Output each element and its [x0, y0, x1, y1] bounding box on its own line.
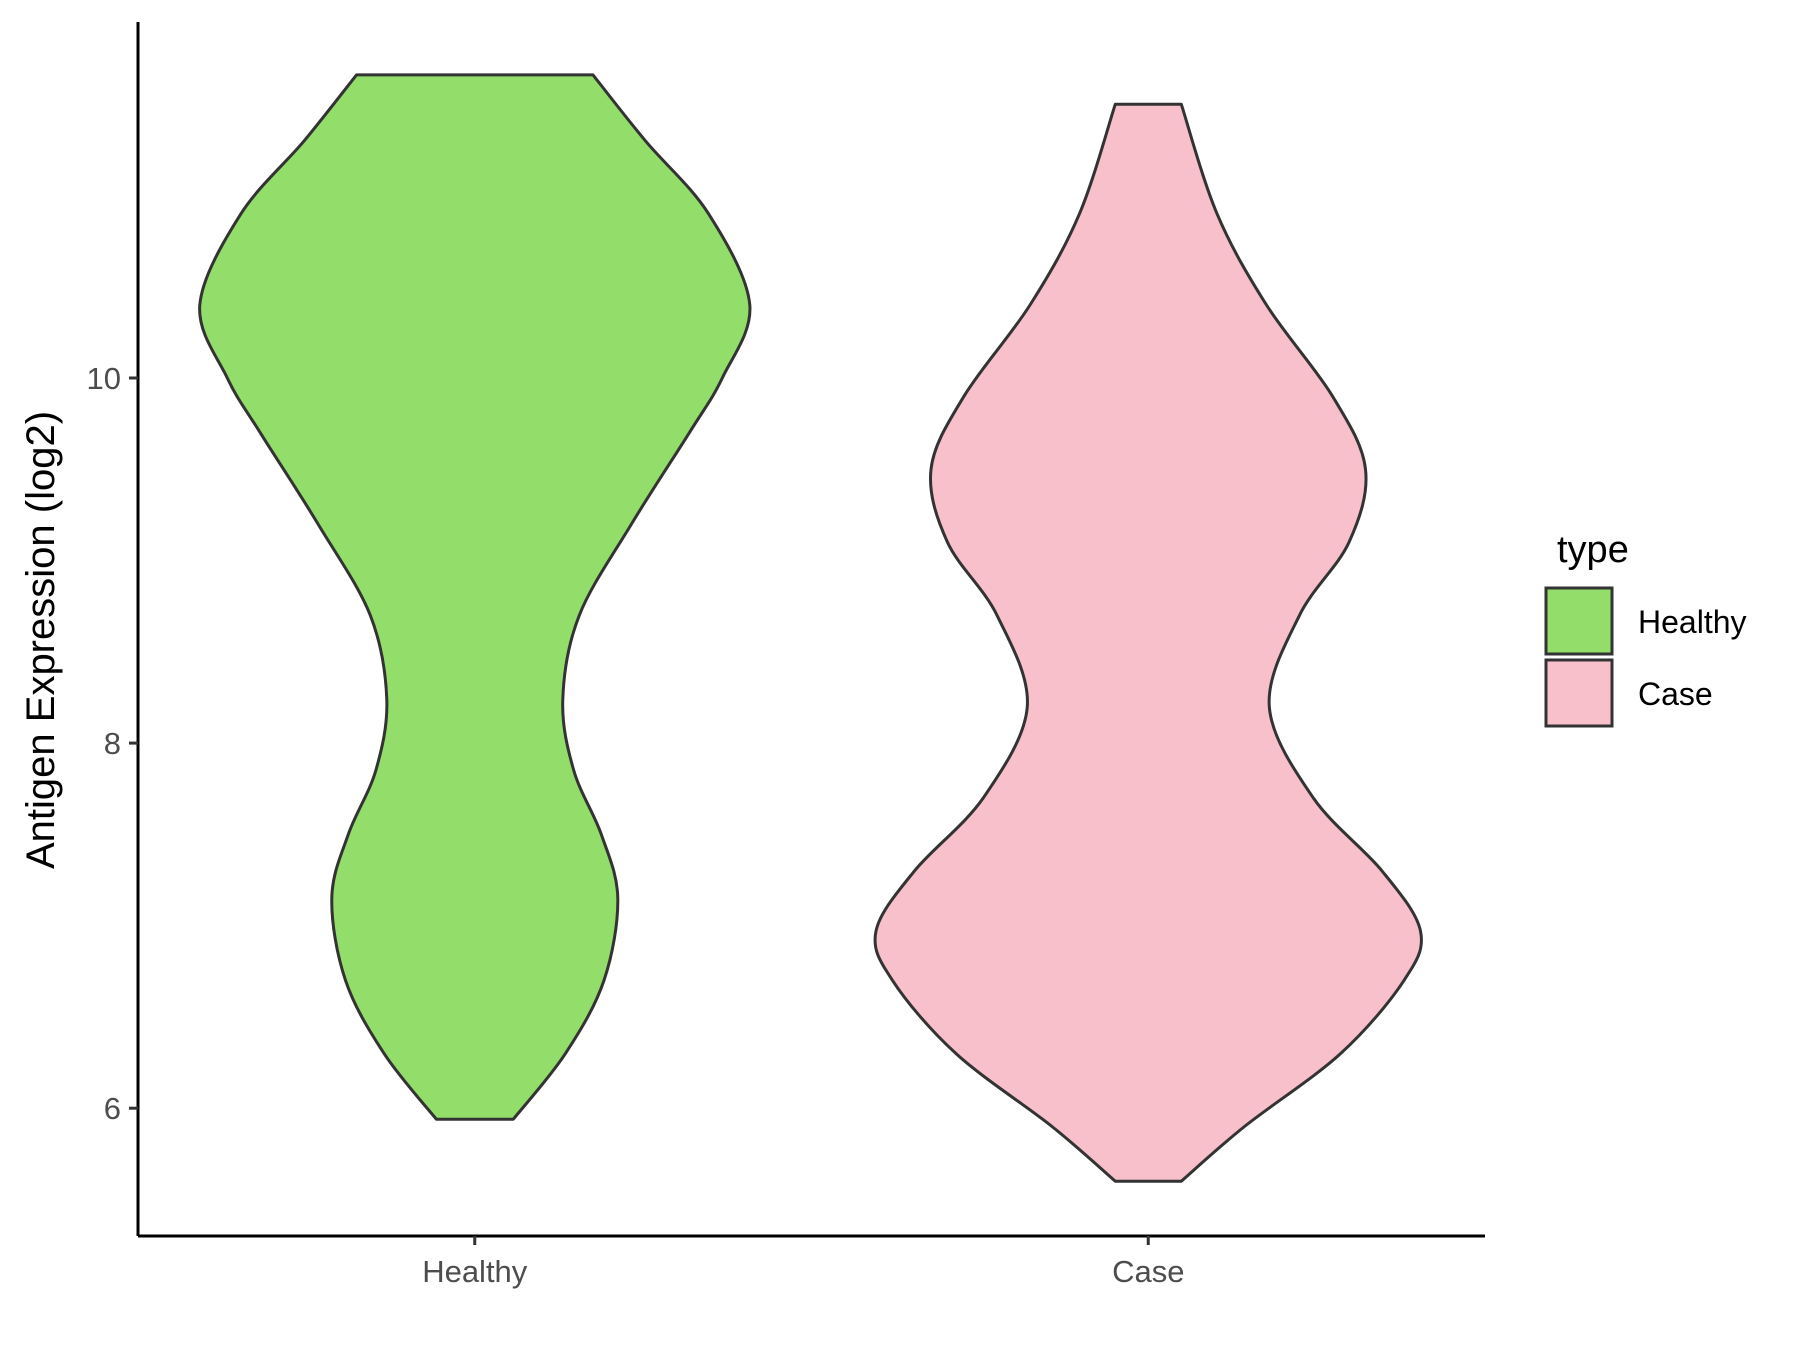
x-tick-label: Case	[1112, 1254, 1184, 1289]
x-tick-label: Healthy	[422, 1254, 528, 1289]
violin-case	[873, 102, 1423, 1183]
legend-key-case	[1544, 658, 1614, 728]
y-tick-label: 6	[104, 1091, 121, 1126]
legend-key-healthy	[1544, 586, 1614, 656]
y-axis-ticks: 6 8 10	[87, 361, 138, 1126]
legend-title: type	[1557, 529, 1629, 571]
y-axis-title: Antigen Expression (log2)	[19, 411, 63, 869]
y-tick-label: 8	[104, 726, 121, 761]
axes	[136, 22, 1485, 1238]
violin-healthy	[198, 73, 752, 1121]
legend: type Healthy Case	[1544, 529, 1747, 728]
legend-label-healthy: Healthy	[1638, 604, 1747, 640]
plot-area	[198, 73, 1423, 1183]
legend-label-case: Case	[1638, 676, 1713, 712]
x-axis-ticks: Healthy Case	[422, 1236, 1184, 1289]
y-tick-label: 10	[87, 361, 121, 396]
